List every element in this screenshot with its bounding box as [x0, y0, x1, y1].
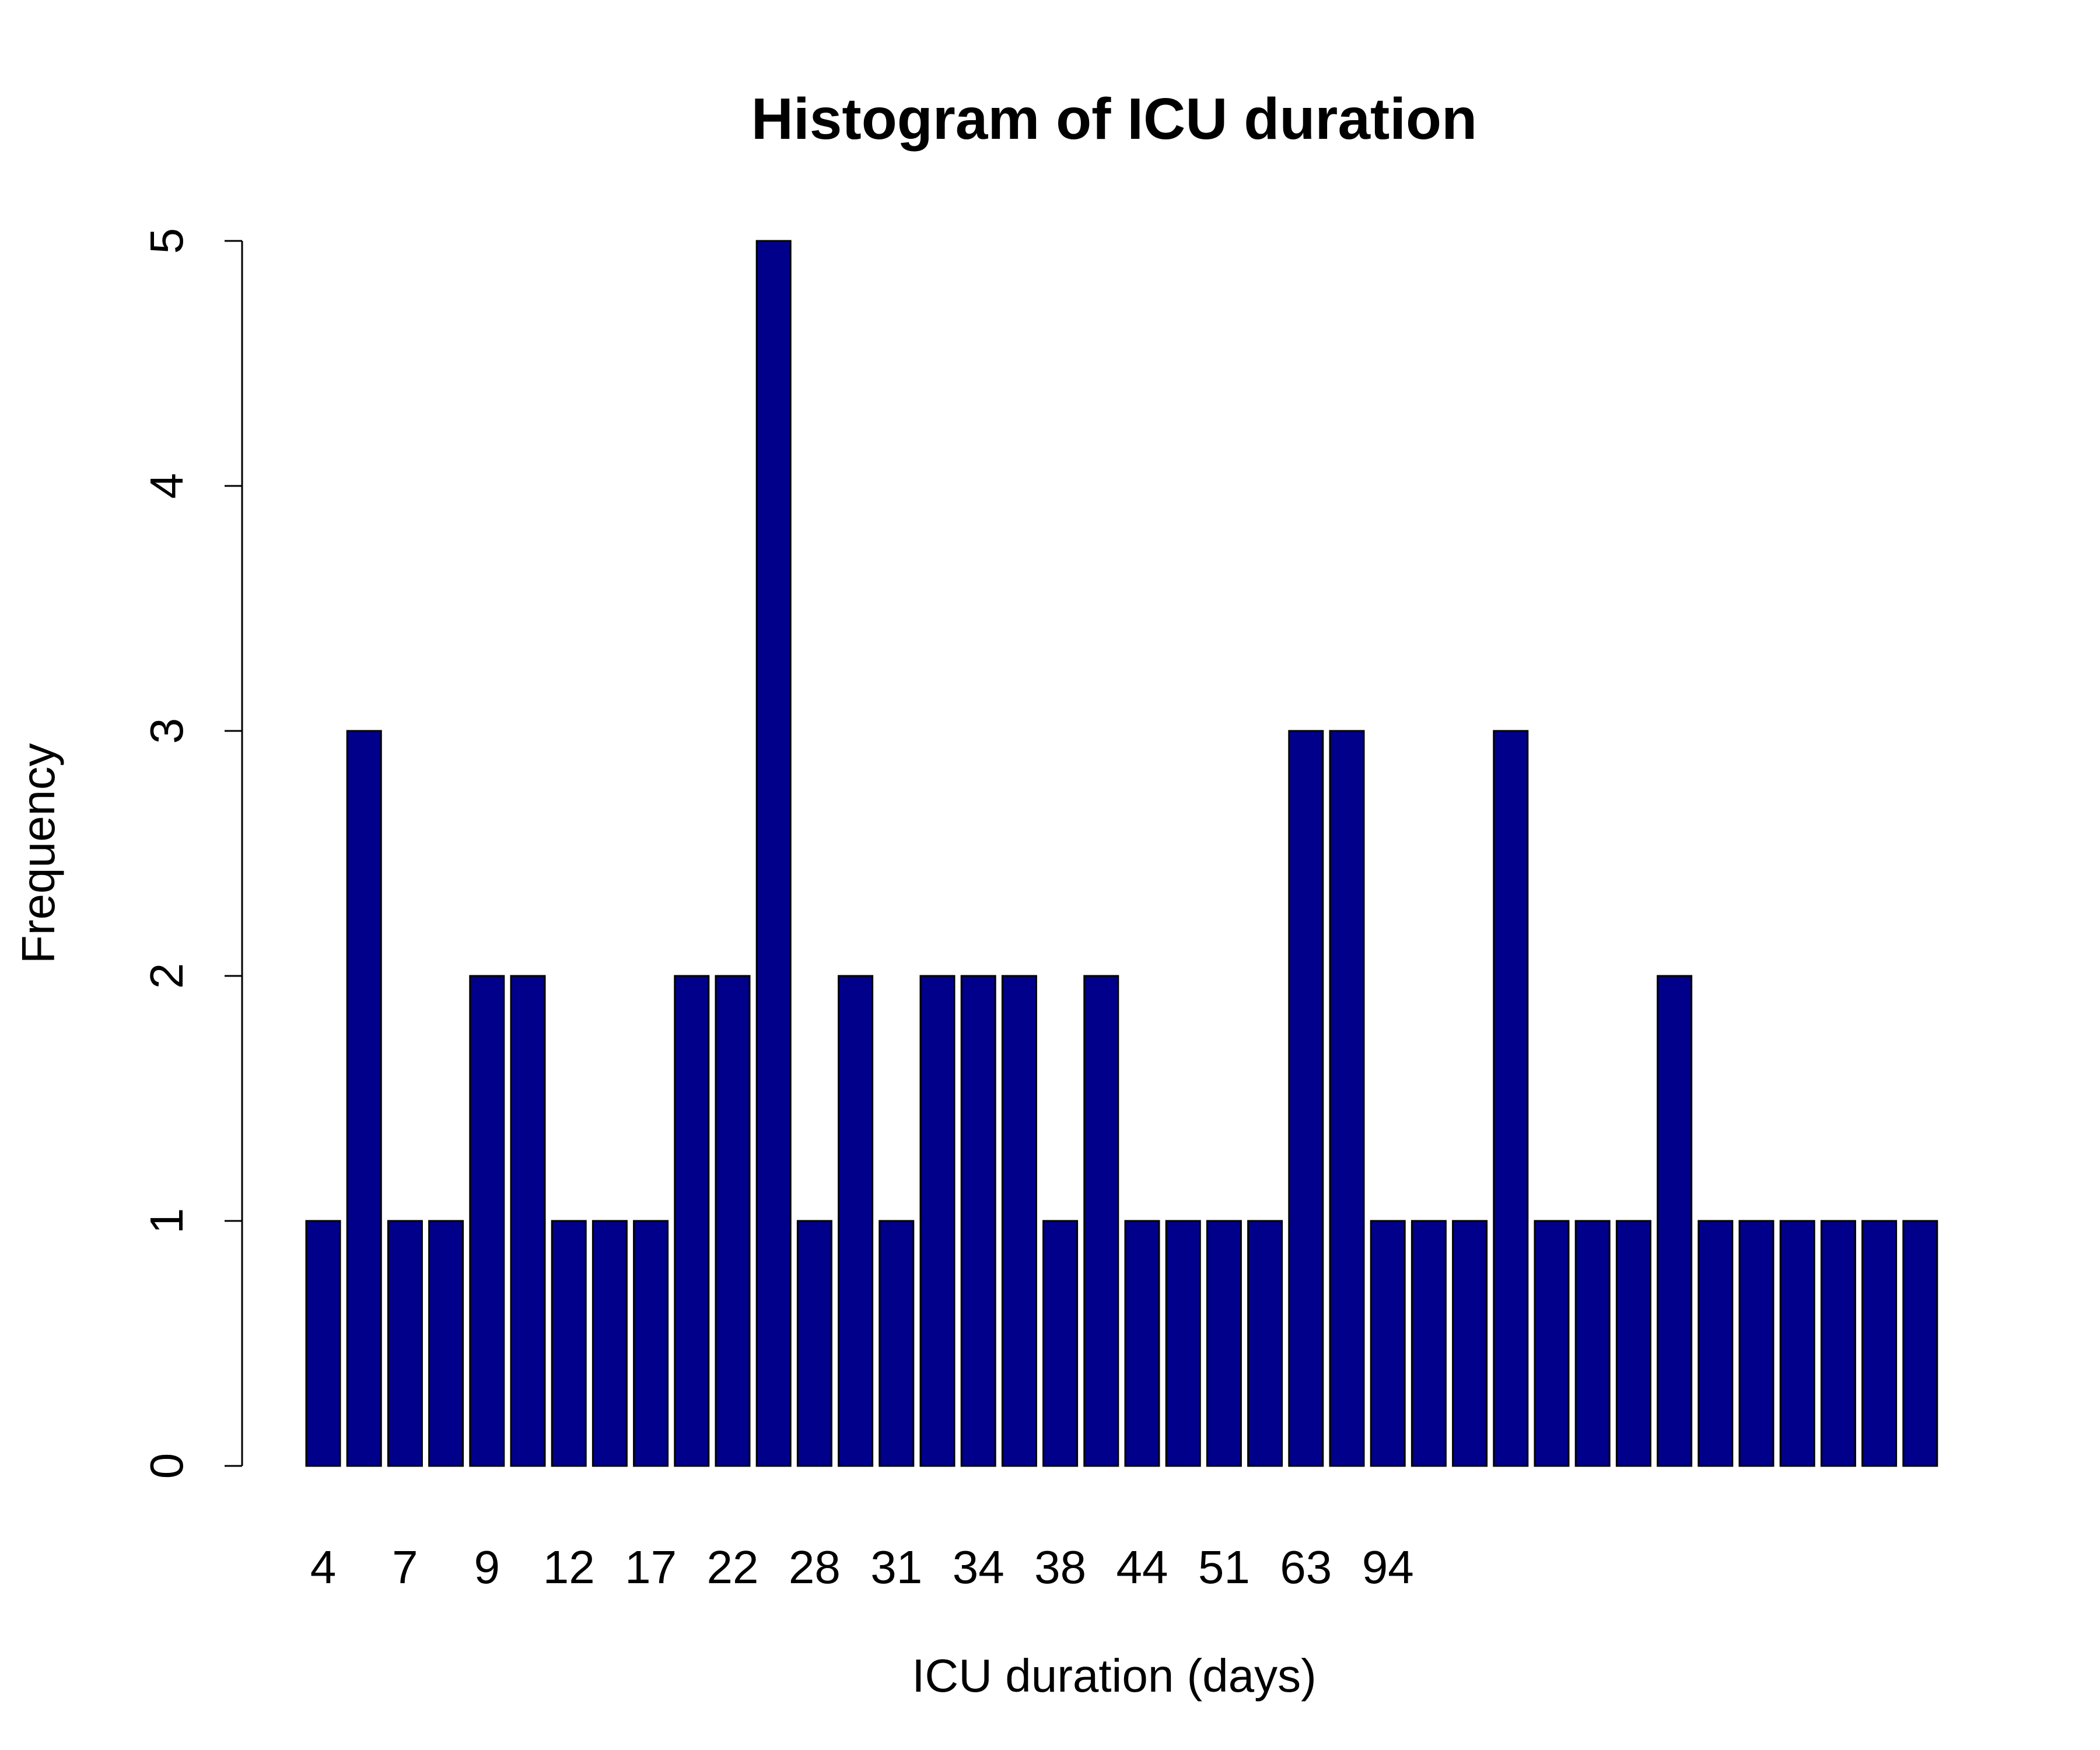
x-tick-label: 44: [1116, 1541, 1168, 1593]
y-tick-label: 3: [141, 718, 192, 744]
bar: [633, 1220, 669, 1467]
bar: [1779, 1220, 1815, 1467]
bar: [796, 1220, 832, 1467]
bar: [674, 975, 710, 1467]
chart-title: Histogram of ICU duration: [751, 86, 1477, 152]
bar: [305, 1220, 341, 1467]
bar: [1370, 1220, 1406, 1467]
y-tick-label: 2: [141, 963, 192, 989]
bar: [1657, 975, 1693, 1467]
bar: [387, 1220, 423, 1467]
x-axis-label: ICU duration (days): [912, 1650, 1317, 1702]
y-tick-label: 5: [141, 228, 192, 254]
x-tick-label: 34: [953, 1541, 1005, 1593]
x-tick-label: 7: [392, 1541, 418, 1593]
x-tick-label: 51: [1198, 1541, 1250, 1593]
x-tick-label: 63: [1280, 1541, 1332, 1593]
y-axis: 0 1 2 3 4 5: [141, 228, 243, 1479]
bar: [919, 975, 956, 1467]
x-tick-label: 17: [625, 1541, 677, 1593]
bar: [1288, 730, 1324, 1467]
bar: [1001, 975, 1037, 1467]
x-tick-label: 94: [1362, 1541, 1414, 1593]
bar: [1820, 1220, 1856, 1467]
bar: [592, 1220, 628, 1467]
bar: [1083, 975, 1119, 1467]
x-tick-label: 28: [789, 1541, 841, 1593]
bar: [1329, 730, 1365, 1467]
bar: [551, 1220, 587, 1467]
bar: [1738, 1220, 1774, 1467]
bar: [510, 975, 546, 1467]
bar: [960, 975, 996, 1467]
bar: [346, 730, 382, 1467]
x-tick-label: 4: [310, 1541, 337, 1593]
bar: [1902, 1220, 1938, 1467]
bar: [1124, 1220, 1160, 1467]
x-tick-label: 31: [870, 1541, 922, 1593]
bar: [1493, 730, 1529, 1467]
bar: [1206, 1220, 1242, 1467]
bar: [1165, 1220, 1201, 1467]
bar: [1042, 1220, 1079, 1467]
x-tick-label: 12: [543, 1541, 595, 1593]
x-tick-label: 38: [1034, 1541, 1086, 1593]
x-tick-label: 22: [707, 1541, 759, 1593]
bar: [1615, 1220, 1651, 1467]
bar: [878, 1220, 915, 1467]
y-tick-label: 0: [141, 1453, 192, 1479]
bar: [1452, 1220, 1488, 1467]
bar: [1410, 1220, 1447, 1467]
y-axis-label: Frequency: [12, 743, 64, 964]
bars-group: [305, 240, 1938, 1467]
x-tick-label: 9: [474, 1541, 501, 1593]
bar: [469, 975, 505, 1467]
bar: [1247, 1220, 1283, 1467]
y-tick-label: 1: [141, 1208, 192, 1234]
bar: [1534, 1220, 1570, 1467]
bar: [755, 240, 792, 1467]
bar: [428, 1220, 464, 1467]
y-tick-label: 4: [141, 473, 192, 499]
bar: [838, 975, 874, 1467]
bar: [1861, 1220, 1898, 1467]
bar: [715, 975, 751, 1467]
x-tick-labels: 4 7 9 12 17 22 28 31 34 38 44 51 63 94: [310, 1541, 1414, 1593]
bar: [1698, 1220, 1734, 1467]
bar: [1574, 1220, 1611, 1467]
